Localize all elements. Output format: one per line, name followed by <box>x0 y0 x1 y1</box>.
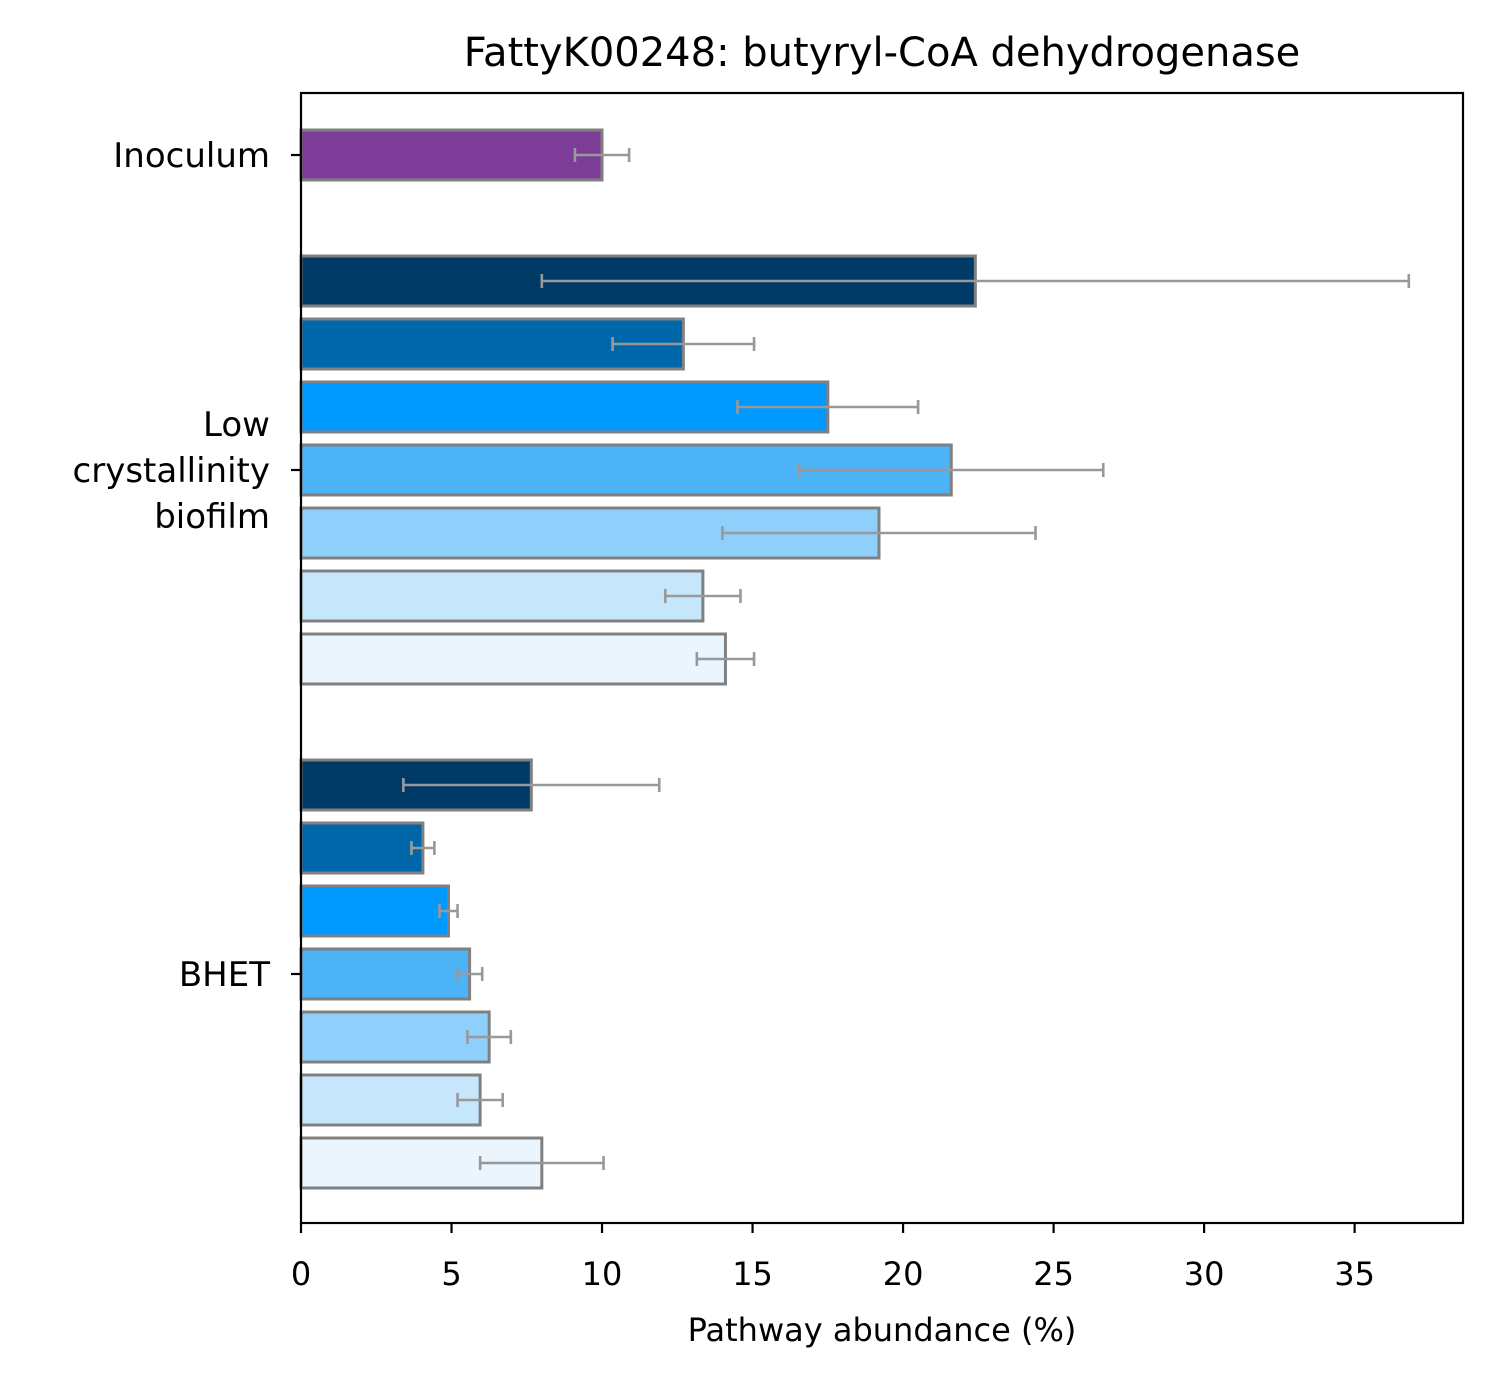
x-axis: 0 5 10 15 20 25 30 35 <box>291 1223 1375 1293</box>
x-tick-label-3: 15 <box>732 1255 773 1293</box>
bar-2-2 <box>299 884 451 938</box>
bar-2-1 <box>299 821 425 875</box>
y-tick-label-0: Inoculum <box>113 136 270 176</box>
bar-2-5 <box>299 1073 482 1127</box>
x-tick-label-0: 0 <box>291 1255 311 1293</box>
bar-1-6 <box>299 632 727 686</box>
y-tick-label-1: Low crystallinity biofilm <box>73 405 270 537</box>
bar-0-0 <box>299 128 604 182</box>
bar-2-3 <box>299 947 472 1001</box>
y-tick-label-2: BHET <box>179 955 270 995</box>
bars-layer <box>299 128 977 1190</box>
x-tick-label-7: 35 <box>1334 1255 1375 1293</box>
plot-frame <box>299 91 1465 1225</box>
x-tick-label-4: 20 <box>883 1255 924 1293</box>
x-tick-label-1: 5 <box>441 1255 461 1293</box>
x-tick-label-6: 30 <box>1184 1255 1225 1293</box>
bar-2-4 <box>299 1010 491 1064</box>
x-axis-label: Pathway abundance (%) <box>688 1311 1077 1349</box>
x-tick-label-5: 25 <box>1033 1255 1074 1293</box>
chart-title: FattyK00248: butyryl-CoA dehydrogenase <box>464 30 1301 76</box>
bar-1-5 <box>299 569 705 623</box>
y-axis: Inoculum Low crystallinity biofilm BHET <box>73 136 301 995</box>
x-tick-label-2: 10 <box>582 1255 623 1293</box>
error-bars-layer <box>402 148 1411 1170</box>
